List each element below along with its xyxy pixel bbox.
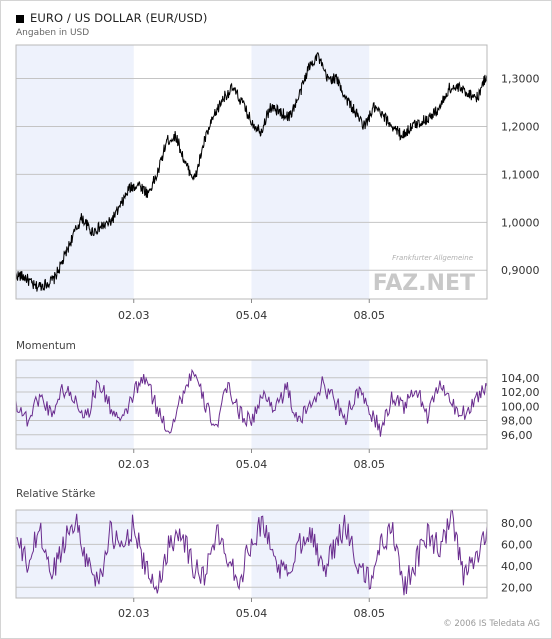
x-tick-label: 08.05 xyxy=(354,458,386,471)
series-line xyxy=(15,509,488,596)
y-tick-label: 96,00 xyxy=(501,429,533,442)
chart-title: EURO / US DOLLAR (EUR/USD) xyxy=(30,11,208,25)
series-line xyxy=(15,368,488,437)
y-tick-label: 0,9000 xyxy=(501,264,540,277)
series-line xyxy=(15,52,488,292)
y-tick-label: 100,00 xyxy=(501,400,540,413)
title-square-icon xyxy=(16,15,24,23)
y-tick-label: 80,00 xyxy=(501,517,533,530)
y-tick-label: 60,00 xyxy=(501,538,533,551)
y-tick-label: 104,00 xyxy=(501,372,540,385)
y-tick-label: 40,00 xyxy=(501,560,533,573)
x-tick-label: 08.05 xyxy=(354,309,386,322)
shaded-band xyxy=(251,45,370,299)
shaded-band xyxy=(16,45,134,299)
momentum-label: Momentum xyxy=(16,340,76,352)
x-tick-label: 05.04 xyxy=(236,309,268,322)
y-tick-label: 98,00 xyxy=(501,415,533,428)
y-tick-label: 1,3000 xyxy=(501,73,540,86)
x-tick-label: 02.03 xyxy=(118,458,150,471)
y-tick-label: 102,00 xyxy=(501,386,540,399)
price-chart: 0,9000 1,0000 1,1000 1,2000 1,3000 Frankfurte… xyxy=(15,44,540,322)
x-tick-label: 02.03 xyxy=(118,309,150,322)
rsi-label: Relative Stärke xyxy=(16,488,96,500)
x-tick-label: 05.04 xyxy=(236,607,268,620)
watermark-logo: FAZ.NET xyxy=(373,271,475,296)
shaded-band xyxy=(251,510,370,598)
y-tick-label: 20,00 xyxy=(501,581,533,594)
shaded-band xyxy=(16,360,134,449)
watermark-top: Frankfurter Allgemeine xyxy=(392,254,473,262)
y-tick-label: 1,1000 xyxy=(501,168,540,181)
y-tick-label: 1,0000 xyxy=(501,216,540,229)
x-tick-label: 08.05 xyxy=(354,607,386,620)
chart-subtitle: Angaben in USD xyxy=(16,28,90,38)
copyright-footer: © 2006 IS Teledata AG xyxy=(443,619,540,629)
y-tick-label: 1,2000 xyxy=(501,120,540,133)
x-tick-label: 05.04 xyxy=(236,458,268,471)
x-tick-label: 02.03 xyxy=(118,607,150,620)
